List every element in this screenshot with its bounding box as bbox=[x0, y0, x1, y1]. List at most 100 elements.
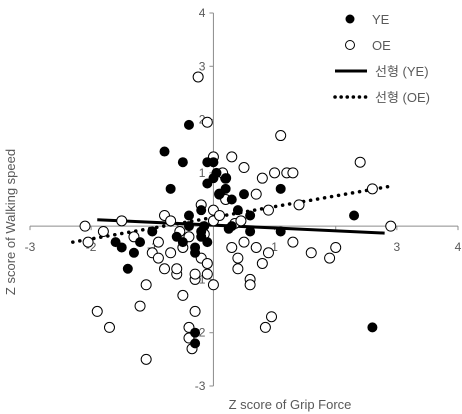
data-point-oe bbox=[232, 252, 244, 264]
data-point-oe bbox=[250, 241, 262, 253]
data-point-ye bbox=[177, 157, 188, 168]
data-point-ye bbox=[183, 119, 194, 130]
x-tick-label: 3 bbox=[394, 240, 401, 254]
data-point-ye bbox=[239, 189, 249, 200]
x-tick-label: -3 bbox=[25, 240, 36, 254]
x-tick-label: 4 bbox=[455, 240, 462, 254]
legend-marker-oe bbox=[345, 40, 355, 50]
data-point-oe bbox=[82, 236, 94, 248]
data-point-oe bbox=[97, 225, 109, 237]
data-point-oe bbox=[152, 252, 164, 264]
data-point-ye bbox=[190, 327, 201, 338]
data-point-oe bbox=[171, 263, 183, 275]
data-point-oe bbox=[256, 172, 268, 184]
legend-label: OE bbox=[372, 38, 391, 53]
data-point-ye bbox=[275, 183, 286, 194]
data-point-oe bbox=[256, 257, 268, 269]
data-point-oe bbox=[275, 130, 287, 142]
data-point-oe bbox=[165, 247, 177, 259]
data-point-ye bbox=[220, 183, 231, 194]
data-point-oe bbox=[287, 236, 299, 248]
data-point-ye bbox=[232, 205, 243, 216]
data-point-ye bbox=[147, 226, 158, 237]
data-point-ye bbox=[190, 242, 201, 253]
data-point-ye bbox=[183, 221, 194, 232]
data-point-oe bbox=[259, 321, 271, 333]
data-point-oe bbox=[354, 156, 366, 168]
data-point-oe bbox=[134, 300, 146, 312]
data-point-oe bbox=[244, 279, 256, 291]
x-axis-title: Z score of Grip Force bbox=[229, 397, 352, 412]
x-tick-label: -1 bbox=[147, 240, 158, 254]
y-tick-label: 1 bbox=[199, 166, 206, 180]
data-point-oe bbox=[91, 305, 103, 317]
data-point-ye bbox=[190, 338, 201, 349]
data-point-ye bbox=[208, 157, 219, 168]
data-point-oe bbox=[103, 321, 115, 333]
data-point-ye bbox=[245, 210, 256, 221]
data-point-oe bbox=[366, 183, 378, 195]
data-point-ye bbox=[226, 194, 237, 205]
data-point-oe bbox=[293, 199, 305, 211]
data-point-ye bbox=[275, 226, 286, 237]
data-point-oe bbox=[269, 167, 281, 179]
data-point-oe bbox=[238, 162, 250, 174]
data-point-oe bbox=[266, 311, 278, 323]
data-point-ye bbox=[199, 221, 210, 232]
data-point-ye bbox=[367, 322, 378, 333]
data-point-oe bbox=[177, 289, 189, 301]
data-point-oe bbox=[165, 215, 177, 227]
y-tick-label: 2 bbox=[199, 113, 206, 127]
data-point-oe bbox=[385, 220, 397, 232]
data-point-ye bbox=[211, 167, 222, 178]
trendline bbox=[71, 184, 393, 244]
data-point-ye bbox=[122, 263, 133, 274]
data-point-oe bbox=[226, 241, 238, 253]
y-tick-label: 4 bbox=[199, 6, 206, 20]
data-point-ye bbox=[202, 237, 213, 248]
data-point-ye bbox=[183, 210, 194, 221]
data-point-oe bbox=[189, 268, 201, 280]
data-point-oe bbox=[250, 188, 262, 200]
data-point-ye bbox=[135, 237, 146, 248]
data-point-oe bbox=[262, 247, 274, 259]
data-point-oe bbox=[330, 241, 342, 253]
data-point-ye bbox=[196, 205, 207, 216]
legend-marker-ye bbox=[345, 14, 355, 24]
data-point-oe bbox=[116, 215, 128, 227]
y-tick-label: -3 bbox=[195, 379, 206, 393]
data-point-oe bbox=[201, 268, 213, 280]
legend: YE OE 선형 (YE) 선형 (OE) bbox=[333, 12, 430, 105]
data-point-oe bbox=[192, 71, 204, 83]
data-point-ye bbox=[245, 226, 256, 237]
data-point-oe bbox=[287, 167, 299, 179]
data-point-ye bbox=[177, 237, 188, 248]
y-tick-label: 3 bbox=[199, 59, 206, 73]
data-point-oe bbox=[226, 151, 238, 163]
data-point-oe bbox=[238, 236, 250, 248]
data-point-oe bbox=[324, 252, 336, 264]
data-point-oe bbox=[152, 236, 164, 248]
data-point-oe bbox=[235, 215, 247, 227]
data-point-oe bbox=[262, 204, 274, 216]
data-point-oe bbox=[305, 247, 317, 259]
trendline bbox=[97, 218, 385, 235]
trendlines bbox=[71, 184, 393, 244]
y-tick-label: -2 bbox=[195, 326, 206, 340]
data-point-oe bbox=[140, 279, 152, 291]
data-point-oe bbox=[214, 209, 226, 221]
data-points bbox=[79, 71, 397, 365]
data-point-oe bbox=[207, 279, 219, 291]
data-point-oe bbox=[140, 353, 152, 365]
data-point-ye bbox=[349, 210, 360, 221]
data-point-ye bbox=[165, 183, 176, 194]
data-point-oe bbox=[232, 263, 244, 275]
legend-label: 선형 (OE) bbox=[375, 90, 430, 105]
data-point-ye bbox=[159, 146, 170, 157]
data-point-ye bbox=[116, 242, 127, 253]
data-point-oe bbox=[201, 116, 213, 128]
data-point-oe bbox=[189, 305, 201, 317]
data-point-oe bbox=[79, 220, 91, 232]
legend-label: YE bbox=[372, 12, 390, 27]
